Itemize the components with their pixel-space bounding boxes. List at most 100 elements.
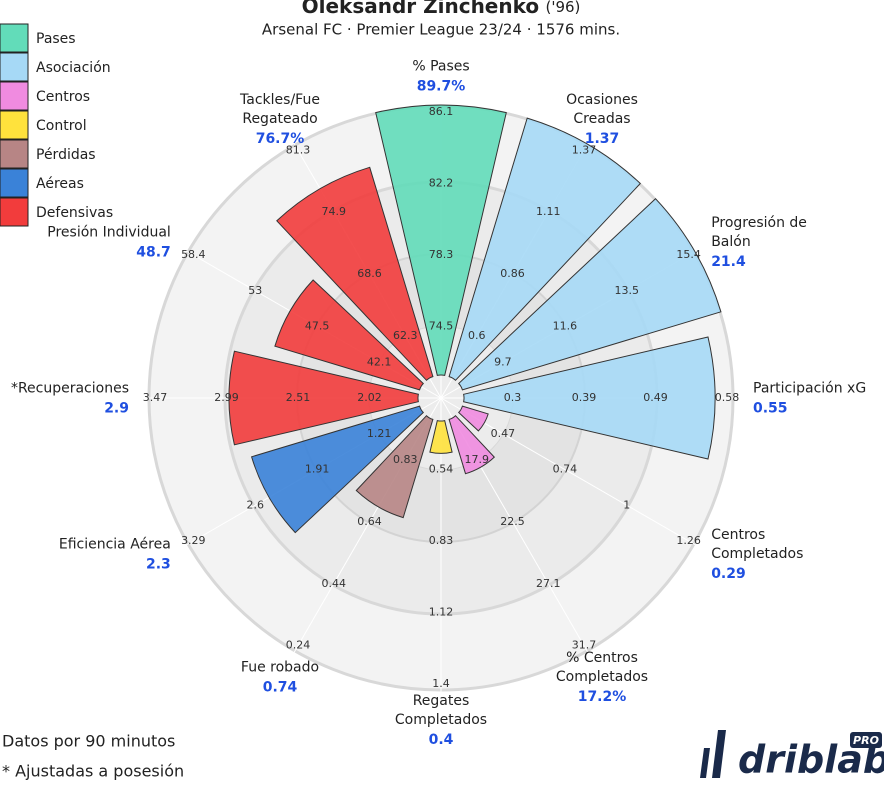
tick-label: 2.6: [246, 498, 264, 511]
bar: [250, 405, 425, 534]
legend-label: Asociación: [36, 60, 111, 76]
tick-label: 62.3: [393, 329, 418, 342]
plot: 74.5 78.3 82.2 86.1 % Pases 89.7% 0.6 0.86 1.11 1…: [11, 59, 866, 749]
tick-label: 74.9: [322, 205, 347, 218]
value-label: 2.9: [104, 401, 129, 417]
bar: [375, 104, 507, 377]
value-label: 17.2%: [578, 689, 627, 705]
tick-label: 1.12: [429, 606, 454, 619]
slice-label: Fue robado: [241, 659, 319, 675]
value-label: 0.29: [711, 566, 746, 582]
tick-label: 86.1: [429, 105, 454, 118]
legend-label: Centros: [36, 89, 90, 105]
logo-icon: [700, 730, 726, 778]
tick-label: 11.6: [553, 320, 578, 333]
legend-label: Control: [36, 118, 87, 134]
tick-label: 42.1: [367, 355, 392, 368]
legend-swatch: [0, 197, 29, 227]
tick-label: 1.91: [305, 463, 330, 476]
tick-label: 0.64: [357, 515, 382, 528]
tick-label: 47.5: [305, 320, 330, 333]
legend-label: Pases: [36, 31, 76, 47]
tick-label: 17.9: [465, 453, 490, 466]
note: Datos por 90 minutos: [2, 732, 175, 751]
tick-label: 1.26: [676, 534, 701, 547]
tick-label: 1.37: [572, 143, 597, 156]
logo: driblab PRO: [700, 730, 884, 782]
tick-label: 78.3: [429, 248, 454, 261]
bar: [457, 197, 722, 391]
slice-label: Ocasiones: [566, 92, 638, 108]
tick-label: 2.02: [357, 391, 382, 404]
slice-label: Eficiencia Aérea: [59, 537, 171, 553]
tick-label: 15.4: [676, 248, 701, 261]
legend-swatch: [0, 168, 29, 198]
tick-label: 1: [623, 498, 630, 511]
tick-label: 0.58: [715, 391, 740, 404]
slice-label: *Recuperaciones: [11, 381, 129, 397]
tick-label: 0.24: [286, 639, 311, 652]
value-label: 0.55: [753, 401, 788, 417]
bar: [355, 414, 434, 519]
tick-label: 0.3: [504, 391, 522, 404]
slice-label: Progresión de: [711, 215, 807, 231]
slice-label: Balón: [711, 234, 751, 250]
slice-label: Regates: [413, 693, 470, 709]
legend-label: Aéreas: [36, 176, 84, 192]
tick-label: 0.83: [393, 453, 418, 466]
bar: [274, 279, 425, 391]
legend-swatch: [0, 81, 29, 111]
title-name: Oleksandr Zinchenko: [302, 0, 540, 18]
tick-label: 2.51: [286, 391, 311, 404]
bar: [448, 117, 642, 382]
tick-label: 0.47: [491, 427, 516, 440]
note: * Ajustadas a posesión: [2, 762, 184, 781]
tick-label: 0.74: [553, 463, 578, 476]
value-label: 89.7%: [417, 79, 466, 95]
tick-label: 82.2: [429, 177, 454, 190]
slice-label: Centros: [711, 527, 765, 543]
legend: Pases Asociación Centros Control Pérdidas Aér…: [0, 23, 113, 227]
slice-label: % Pases: [412, 59, 469, 75]
tick-label: 2.99: [214, 391, 239, 404]
slice-label: % Centros: [566, 650, 638, 666]
slice-label: Participación xG: [753, 381, 866, 397]
bar: [228, 350, 420, 446]
tick-label: 0.6: [468, 329, 486, 342]
tick-label: 0.54: [429, 463, 454, 476]
tick-label: 0.39: [572, 391, 597, 404]
bar: [462, 336, 716, 460]
value-label: 76.7%: [256, 131, 305, 147]
subtitle: Arsenal FC · Premier League 23/24 · 1576…: [262, 21, 620, 39]
tick-label: 13.5: [615, 284, 640, 297]
legend-swatch: [0, 23, 29, 53]
value-label: 21.4: [711, 254, 746, 270]
legend-swatch: [0, 139, 29, 169]
bar: [429, 419, 453, 454]
tick-label: 0.83: [429, 534, 454, 547]
value-label: 0.4: [429, 732, 454, 748]
title: Oleksandr Zinchenko ('96): [302, 0, 581, 18]
slice-label: Completados: [711, 546, 803, 562]
tick-label: 31.7: [572, 639, 597, 652]
slice-label: Completados: [395, 712, 487, 728]
legend-swatch: [0, 110, 29, 140]
bar: [276, 166, 434, 382]
tick-label: 1.4: [432, 677, 450, 690]
logo-badge: [850, 732, 882, 748]
slice-label: Presión Individual: [47, 225, 171, 241]
value-label: 1.37: [585, 131, 620, 147]
value-label: 0.74: [263, 679, 298, 695]
tick-label: 3.47: [143, 391, 168, 404]
tick-label: 81.3: [286, 143, 311, 156]
tick-label: 0.44: [322, 577, 347, 590]
tick-label: 53: [248, 284, 262, 297]
legend-swatch: [0, 52, 29, 82]
tick-label: 1.21: [367, 427, 392, 440]
tick-label: 27.1: [536, 577, 561, 590]
tick-label: 58.4: [181, 248, 206, 261]
bar: [448, 414, 496, 475]
logo-badge-text: PRO: [853, 734, 879, 747]
